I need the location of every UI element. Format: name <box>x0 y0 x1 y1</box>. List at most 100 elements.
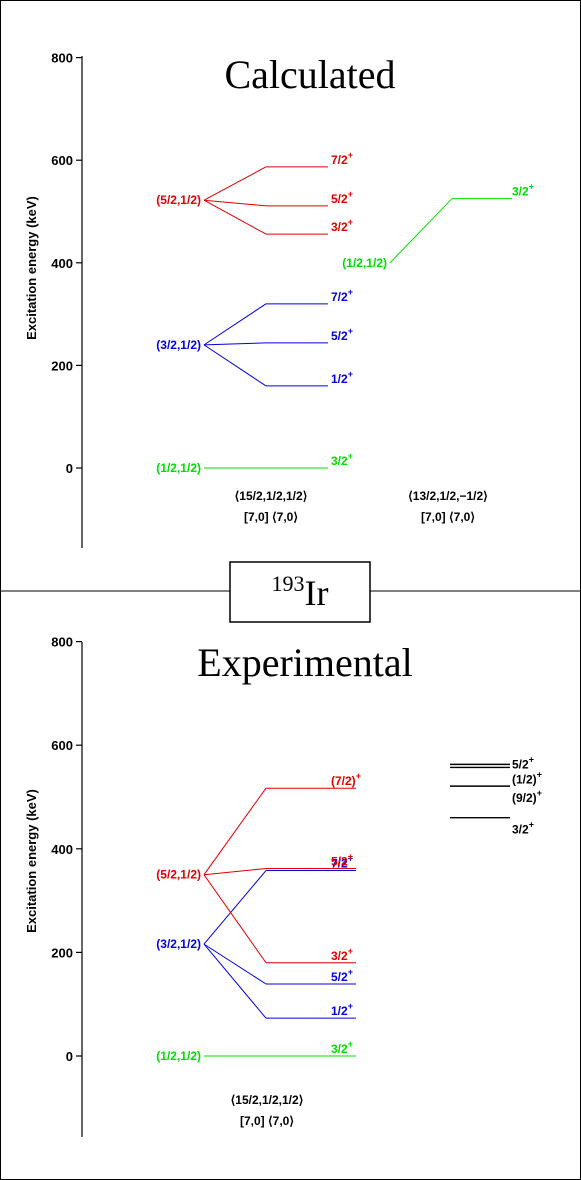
y-axis-label: Excitation energy (keV) <box>24 196 39 340</box>
level-3-2-label: 3/2+ <box>512 182 534 199</box>
level-7-2-label-parity: + <box>348 150 353 160</box>
band-label-line2: [7,0] ⟨7,0⟩ <box>244 510 298 524</box>
band-label-line2: [7,0] ⟨7,0⟩ <box>421 510 475 524</box>
level-1-2-connector <box>203 943 267 1019</box>
group-1-2-1-2-green: (1/2,1/2) 3/2+ <box>156 451 353 475</box>
experimental-panel: 0 200 400 600 800 Excitation energy (keV) Expe… <box>24 635 542 1137</box>
level-3-2-label: 3/2+ <box>331 451 353 468</box>
level-5-2-label-spin: 5/2 <box>331 854 348 868</box>
level-3-2-connector <box>203 199 267 235</box>
y-tick-label-800: 800 <box>51 51 73 66</box>
band-label-line1: ⟨13/2,1/2,−1/2⟩ <box>408 489 488 503</box>
nucleus-label: 193Ir <box>272 571 329 613</box>
level-5-2-label: 5/2+ <box>331 189 353 206</box>
level-3-2-label-spin: 3/2 <box>331 949 348 963</box>
level-3-2-label-parity: + <box>348 451 353 461</box>
group-1-2-1-2-green: (1/2,1/2)3/2+ <box>342 182 534 270</box>
group-3-2-1-2-blue: (3/2,1/2)1/2+5/2+7/2+ <box>156 854 356 1019</box>
nucleus-mass: 193 <box>272 571 305 596</box>
level-1-2-label-parity: + <box>348 1001 353 1011</box>
level-5-2-connector <box>203 199 267 207</box>
level-5-2-label: 5/2+ <box>331 326 353 343</box>
y-tick-label-800: 800 <box>51 635 73 650</box>
nucleus-label-box: 193Ir <box>229 561 371 623</box>
level-3-2-label-spin: 3/2 <box>331 1042 348 1056</box>
group-label: (5/2,1/2) <box>156 868 201 882</box>
level-5-2-label-parity: + <box>348 851 353 861</box>
nucleus-symbol: Ir <box>305 573 329 613</box>
level-3-2-label-spin: 3/2 <box>331 220 348 234</box>
nucleus-box-frame <box>229 561 371 623</box>
group-5-2-1-2-red: (5/2,1/2)3/2+5/2+(7/2)+ <box>156 771 361 964</box>
group-label: (1/2,1/2) <box>156 1049 201 1063</box>
level-5-2-label-spin: 5/2 <box>331 192 348 206</box>
level-1-2-label-spin: 1/2 <box>331 1004 348 1018</box>
extra-level-1-2-label: (1/2)+ <box>512 769 542 786</box>
level-3-2-label-spin: 3/2 <box>331 454 348 468</box>
y-tick-label-0: 0 <box>66 1049 73 1064</box>
level-5-2-label: 5/2+ <box>331 967 353 984</box>
extra-level-9-2-label: (9/2)+ <box>512 788 542 805</box>
level-1-2-label: 1/2+ <box>331 1001 353 1018</box>
level-7-2-connector <box>203 787 267 875</box>
level-3-2-label: 3/2+ <box>331 1039 353 1056</box>
level-7-2-label: 7/2+ <box>331 287 353 304</box>
extra-level-5-2-label-spin: 5/2 <box>512 757 529 771</box>
unassigned-levels: 3/2+(9/2)+(1/2)+5/2+ <box>450 754 542 837</box>
level-5-2-label-spin: 5/2 <box>331 329 348 343</box>
level-7-2-connector <box>203 870 267 945</box>
level-5-2-connector <box>203 943 267 985</box>
level-7-2-label-spin: 7/2 <box>331 290 348 304</box>
level-7-2-label-parity: + <box>356 771 361 781</box>
level-3-2-label-parity: + <box>529 182 534 192</box>
group-label: (5/2,1/2) <box>156 193 201 207</box>
level-1-2-label: 1/2+ <box>331 369 353 386</box>
level-5-2-label-spin: 5/2 <box>331 970 348 984</box>
level-5-2-connector <box>203 342 267 346</box>
group-1-2-1-2-green: (1/2,1/2) 3/2+ <box>156 1039 356 1063</box>
panel-title: Calculated <box>224 52 395 97</box>
calculated-panel: 0 200 400 600 800 Excitation energy (keV) Calc… <box>24 51 534 548</box>
level-3-2-label-spin: 3/2 <box>512 185 529 199</box>
group-3-2-1-2-blue: (3/2,1/2)1/2+5/2+7/2+ <box>156 287 353 387</box>
level-7-2-label-parity: + <box>348 854 353 864</box>
y-tick-label-200: 200 <box>51 358 73 373</box>
extra-level-5-2-label: 5/2+ <box>512 754 534 771</box>
level-1-2-connector <box>203 344 267 387</box>
level-7-2-connector <box>203 303 267 346</box>
level-3-2-label-parity: + <box>348 217 353 227</box>
level-5-2-label-parity: + <box>348 967 353 977</box>
level-3-2-label: 3/2+ <box>331 217 353 234</box>
y-tick-label-600: 600 <box>51 153 73 168</box>
level-5-2-label-parity: + <box>348 326 353 336</box>
level-3-2-connector <box>389 198 453 264</box>
level-3-2-label-parity: + <box>348 946 353 956</box>
band-label-line1: ⟨15/2,1/2,1/2⟩ <box>235 489 308 503</box>
group-label: (1/2,1/2) <box>156 461 201 475</box>
group-label: (1/2,1/2) <box>342 256 387 270</box>
y-tick-label-400: 400 <box>51 842 73 857</box>
level-7-2-label-spin: (7/2) <box>331 774 356 788</box>
level-7-2-label-parity: + <box>348 287 353 297</box>
level-7-2-label: 7/2+ <box>331 854 353 871</box>
y-tick-label-600: 600 <box>51 738 73 753</box>
level-3-2-label-parity: + <box>348 1039 353 1049</box>
extra-level-3-2-label: 3/2+ <box>512 820 534 837</box>
group-5-2-1-2-red: (5/2,1/2)3/2+5/2+7/2+ <box>156 150 353 235</box>
panel-title: Experimental <box>197 640 412 685</box>
level-3-2-connector <box>203 874 267 964</box>
band-label-line2: [7,0] ⟨7,0⟩ <box>240 1114 294 1128</box>
level-3-2-label: 3/2+ <box>331 946 353 963</box>
extra-level-3-2-label-parity: + <box>529 820 534 830</box>
level-7-2-label-spin: 7/2 <box>331 153 348 167</box>
extra-level-9-2-label-parity: + <box>537 788 542 798</box>
y-tick-label-400: 400 <box>51 256 73 271</box>
extra-level-9-2-label-spin: (9/2) <box>512 791 537 805</box>
level-7-2-label-spin: 7/2 <box>331 857 348 871</box>
level-5-2-label: 5/2+ <box>331 851 353 868</box>
band-label-line1: ⟨15/2,1/2,1/2⟩ <box>231 1093 304 1107</box>
level-1-2-label-spin: 1/2 <box>331 372 348 386</box>
group-label: (3/2,1/2) <box>156 338 201 352</box>
y-axis-label: Excitation energy (keV) <box>24 789 39 933</box>
